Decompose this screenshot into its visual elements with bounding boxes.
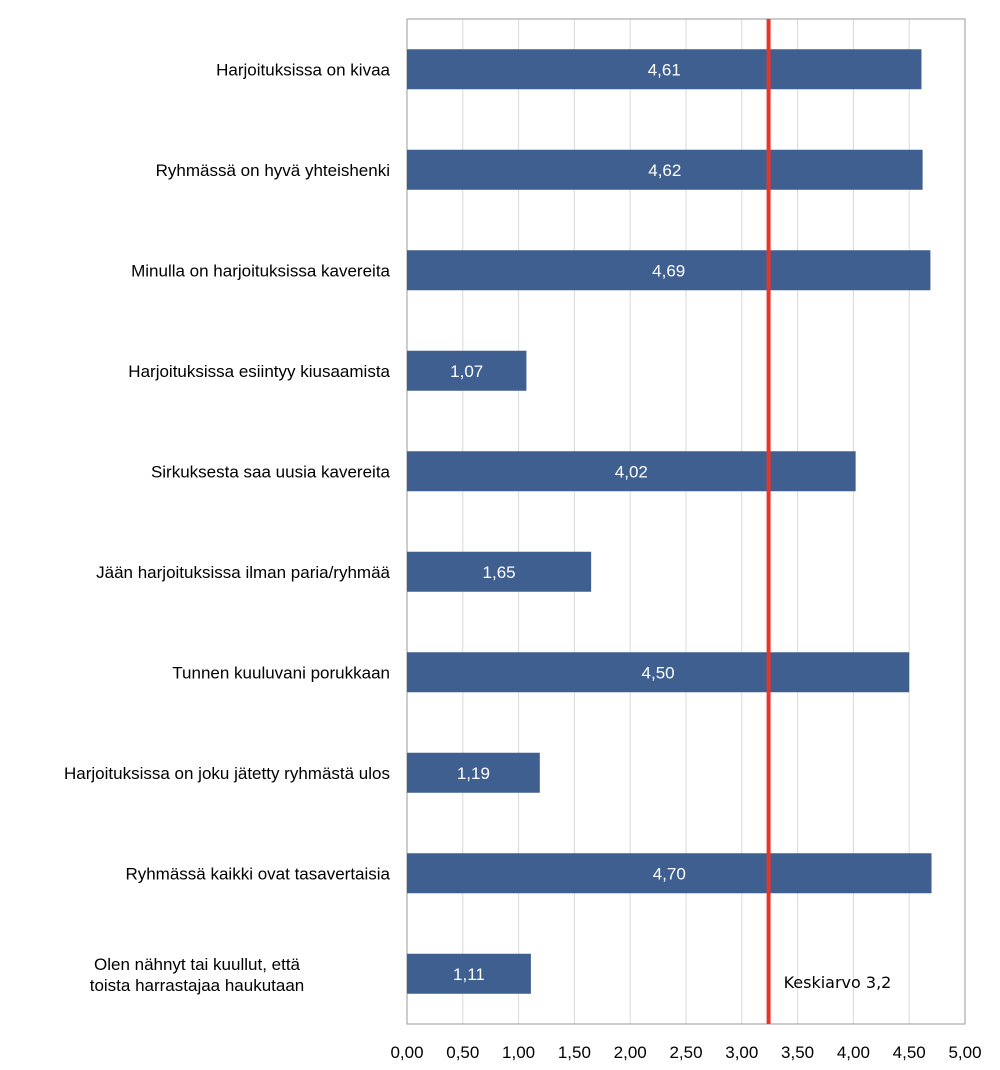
x-tick-label: 4,00: [837, 1043, 870, 1062]
x-tick-label: 3,50: [781, 1043, 814, 1062]
x-tick-label: 1,00: [502, 1043, 535, 1062]
bar: [407, 752, 540, 793]
category-label: Olen nähnyt tai kuullut, että toista harr…: [90, 955, 305, 995]
bar-value-label: 4,69: [652, 261, 685, 280]
bar-value-label: 1,65: [483, 563, 516, 582]
bar: [407, 350, 527, 391]
bar-value-label: 4,70: [653, 864, 686, 883]
x-tick-label: 5,00: [948, 1043, 981, 1062]
category-label: Ryhmässä on hyvä yhteishenki: [156, 161, 390, 180]
bar-value-label: 4,02: [615, 462, 648, 481]
category-label: Harjoituksissa on joku jätetty ryhmästä …: [64, 764, 390, 783]
bar: [407, 853, 932, 894]
category-label: Sirkuksesta saa uusia kavereita: [151, 462, 391, 481]
x-tick-label: 2,50: [669, 1043, 702, 1062]
category-labels: Harjoituksissa on kivaa Ryhmässä on hyvä …: [64, 60, 391, 995]
x-tick-label: 3,00: [725, 1043, 758, 1062]
bar-value-label: 4,61: [648, 60, 681, 79]
x-tick-label: 4,50: [893, 1043, 926, 1062]
bar: [407, 149, 923, 190]
bar-value-label: 1,19: [457, 764, 490, 783]
reference-line-group: Keskiarvo 3,2: [766, 19, 892, 1024]
category-label: Tunnen kuuluvani porukkaan: [172, 663, 390, 682]
category-label: Harjoituksissa esiintyy kiusaamista: [128, 362, 390, 381]
x-axis-tick-labels: 0,00 0,50 1,00 1,50 2,00 2,50 3,00 3,50 4,00 4,50…: [390, 1043, 981, 1062]
x-tick-label: 0,00: [390, 1043, 423, 1062]
bar-value-label: 1,11: [453, 965, 485, 984]
category-label: Harjoituksissa on kivaa: [216, 60, 390, 79]
bar-value-label: 1,07: [450, 362, 483, 381]
category-label: Jään harjoituksissa ilman paria/ryhmää: [96, 563, 390, 582]
x-tick-label: 2,00: [614, 1043, 647, 1062]
bar: [407, 652, 910, 693]
bar-value-label: 4,50: [642, 663, 675, 682]
bar: [407, 451, 856, 492]
bar: [407, 250, 931, 291]
bar: [407, 551, 592, 592]
plot-area-border: [406, 18, 966, 1025]
average-label: Keskiarvo 3,2: [784, 973, 892, 992]
x-tick-label: 1,50: [558, 1043, 591, 1062]
bar: [407, 953, 531, 994]
bar-value-label: 4,62: [648, 161, 681, 180]
x-tick-label: 0,50: [446, 1043, 479, 1062]
bar: [407, 49, 922, 90]
category-label: Minulla on harjoituksissa kavereita: [131, 261, 390, 280]
bars: 4,61 4,62 4,69 1,07 4,02 1,65 4,50 1,19 4,70 1,11: [407, 49, 932, 994]
category-label: Ryhmässä kaikki ovat tasavertaisia: [125, 864, 390, 883]
